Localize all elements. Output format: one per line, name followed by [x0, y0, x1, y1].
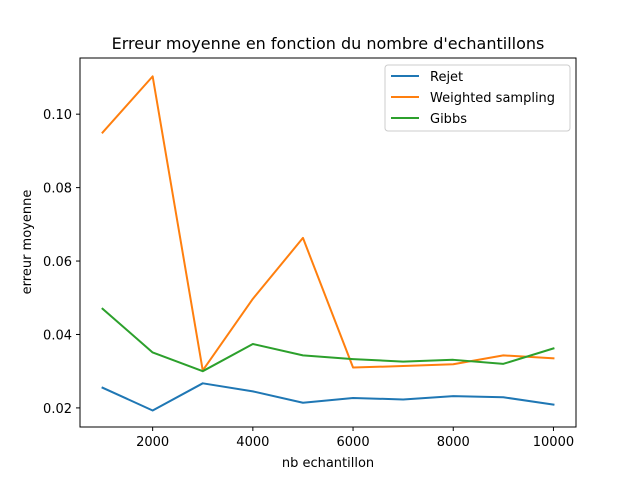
data-point-gibbs — [152, 351, 154, 353]
data-point-gibbs — [302, 354, 304, 356]
y-tick-label: 0.02 — [43, 402, 72, 417]
data-point-rejet — [452, 395, 454, 397]
y-axis-label: erreur moyenne — [20, 190, 35, 295]
y-tick-label: 0.08 — [43, 182, 72, 197]
data-point-gibbs — [252, 343, 254, 345]
data-point-weighted-sampling — [252, 298, 254, 300]
y-tick-label: 0.06 — [43, 255, 72, 270]
legend-box — [384, 64, 571, 132]
data-point-weighted-sampling — [452, 363, 454, 365]
x-tick-label: 6000 — [337, 435, 370, 450]
data-point-rejet — [152, 409, 154, 411]
data-point-rejet — [352, 397, 354, 399]
legend-label-weighted-sampling: Weighted sampling — [430, 91, 555, 106]
series-line-gibbs — [101, 307, 555, 373]
data-point-rejet — [502, 396, 504, 398]
legend: Rejet Weighted sampling Gibbs — [384, 64, 571, 132]
data-point-weighted-sampling — [352, 367, 354, 369]
x-tick-label: 10000 — [533, 435, 574, 450]
legend-label-rejet: Rejet — [430, 70, 463, 85]
plot-frame — [79, 57, 577, 428]
x-tick-label: 2000 — [136, 435, 169, 450]
data-point-rejet — [252, 390, 254, 392]
data-point-weighted-sampling — [102, 132, 104, 134]
y-tick-label: 0.10 — [43, 108, 72, 123]
data-point-rejet — [202, 382, 204, 384]
data-point-weighted-sampling — [502, 354, 504, 356]
data-point-weighted-sampling — [552, 357, 554, 359]
series-layer — [101, 75, 555, 412]
data-point-weighted-sampling — [302, 237, 304, 239]
data-point-gibbs — [452, 359, 454, 361]
data-point-gibbs — [502, 363, 504, 365]
data-point-rejet — [552, 404, 554, 406]
data-point-gibbs — [352, 358, 354, 360]
y-tick-label: 0.04 — [43, 328, 72, 343]
x-tick-label: 8000 — [437, 435, 470, 450]
data-point-rejet — [302, 402, 304, 404]
data-point-gibbs — [402, 361, 404, 363]
data-point-gibbs — [202, 370, 204, 372]
data-point-weighted-sampling — [402, 365, 404, 367]
data-point-gibbs — [552, 347, 554, 349]
x-tick-label: 4000 — [236, 435, 269, 450]
data-point-rejet — [102, 387, 104, 389]
ticks-layer: 2000 4000 6000 8000 10000 0.02 0.04 0.06 0.08 0.1… — [43, 108, 574, 450]
data-point-gibbs — [102, 308, 104, 310]
data-point-weighted-sampling — [152, 75, 154, 77]
legend-label-gibbs: Gibbs — [430, 112, 467, 127]
chart-title: Erreur moyenne en fonction du nombre d'e… — [112, 34, 545, 53]
x-axis-label: nb echantillon — [282, 456, 374, 471]
series-line-rejet — [101, 382, 555, 412]
series-line-weighted-sampling — [101, 75, 555, 372]
data-point-rejet — [402, 398, 404, 400]
